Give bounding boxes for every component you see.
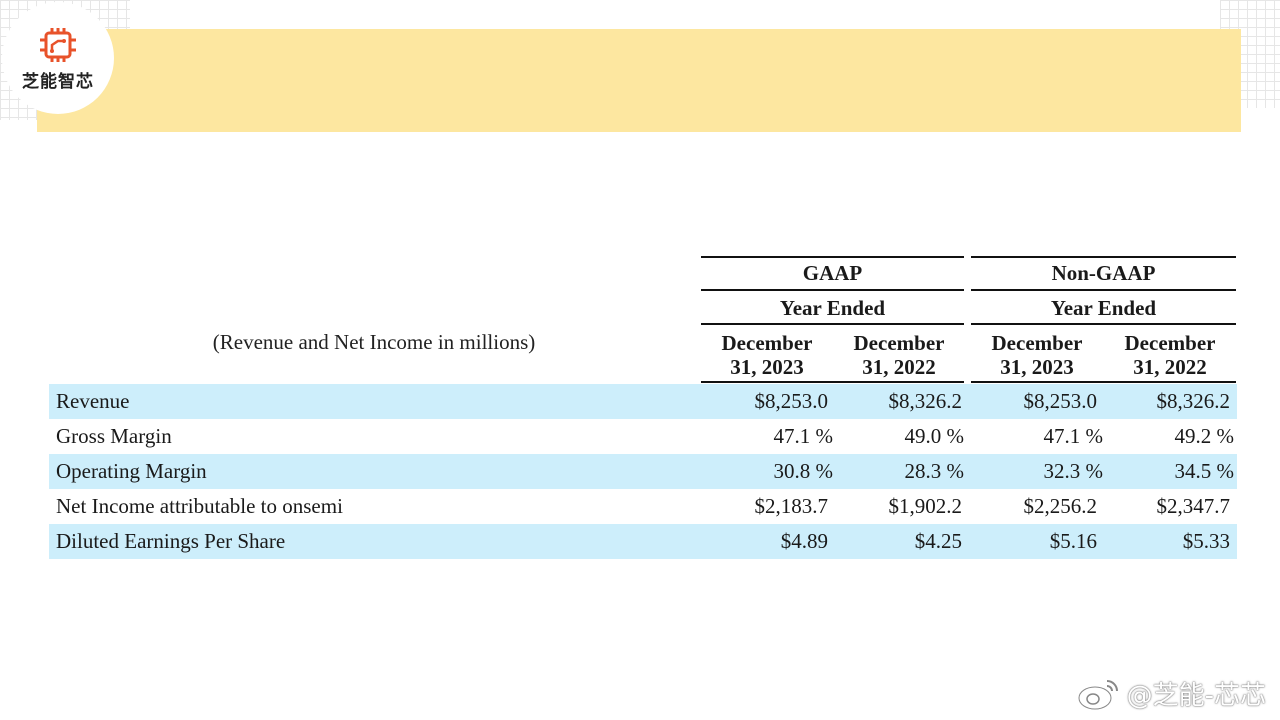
- cell-gaap-2023: 30.8 %: [773, 459, 834, 483]
- rule-sub-gaap: [701, 323, 964, 325]
- table-row: Revenue $8,253.0 $8,326.2 $8,253.0 $8,32…: [49, 384, 1237, 419]
- table-row: Operating Margin 30.8 % 28.3 % 32.3 % 34…: [49, 454, 1237, 489]
- title-banner: [37, 29, 1241, 132]
- column-header-gaap-2022: December 31, 2022: [833, 331, 965, 379]
- group-title-nongaap: Non-GAAP: [1051, 261, 1156, 285]
- row-label: Revenue: [56, 389, 130, 413]
- row-label: Net Income attributable to onsemi: [56, 494, 343, 518]
- group-title-gaap: GAAP: [802, 261, 863, 285]
- column-header-nongaap-2022: December 31, 2022: [1103, 331, 1237, 379]
- group-subtitle-nongaap: Year Ended: [1050, 296, 1157, 320]
- column-header-gaap-2023: December 31, 2023: [701, 331, 833, 379]
- watermark: @芝能-芯芯: [1077, 675, 1266, 712]
- cell-nongaap-2022: 34.5 %: [1174, 459, 1235, 483]
- column-header-line1: December: [721, 331, 813, 355]
- rule-sub-nongaap: [971, 323, 1236, 325]
- cell-nongaap-2023: $5.16: [1049, 529, 1097, 553]
- column-header-line2: 31, 2022: [862, 355, 936, 379]
- cell-nongaap-2022: $2,347.7: [1156, 494, 1231, 518]
- cell-nongaap-2023: $8,253.0: [1023, 389, 1098, 413]
- column-header-line1: December: [991, 331, 1083, 355]
- rule-mid-gaap: [701, 289, 964, 291]
- table-row: Net Income attributable to onsemi $2,183…: [49, 489, 1237, 524]
- chip-icon: [40, 27, 76, 62]
- rule-top-nongaap: [971, 256, 1236, 258]
- row-label: Operating Margin: [56, 459, 207, 483]
- cell-nongaap-2022: $5.33: [1182, 529, 1230, 553]
- cell-gaap-2023: 47.1 %: [773, 424, 834, 448]
- column-header-line1: December: [1124, 331, 1216, 355]
- column-header-line2: 31, 2023: [1000, 355, 1074, 379]
- column-header-line2: 31, 2022: [1133, 355, 1207, 379]
- cell-gaap-2022: $8,326.2: [888, 389, 963, 413]
- cell-nongaap-2022: $8,326.2: [1156, 389, 1231, 413]
- table-row: Diluted Earnings Per Share $4.89 $4.25 $…: [49, 524, 1237, 559]
- logo-text: 芝能智芯: [22, 71, 94, 92]
- cell-nongaap-2023: 32.3 %: [1043, 459, 1104, 483]
- table-row: Gross Margin 47.1 % 49.0 % 47.1 % 49.2 %: [49, 419, 1237, 454]
- column-header-nongaap-2023: December 31, 2023: [971, 331, 1103, 379]
- watermark-text: @芝能-芯芯: [1126, 681, 1266, 711]
- cell-nongaap-2022: 49.2 %: [1174, 424, 1235, 448]
- cell-gaap-2022: 28.3 %: [904, 459, 965, 483]
- cell-gaap-2023: $2,183.7: [754, 494, 829, 518]
- cell-nongaap-2023: $2,256.2: [1023, 494, 1098, 518]
- rule-top-gaap: [701, 256, 964, 258]
- rule-mid-nongaap: [971, 289, 1236, 291]
- rule-bottom-gaap: [701, 381, 964, 383]
- cell-nongaap-2023: 47.1 %: [1043, 424, 1104, 448]
- row-label: Diluted Earnings Per Share: [56, 529, 286, 553]
- table-caption: (Revenue and Net Income in millions): [212, 330, 536, 354]
- group-subtitle-gaap: Year Ended: [779, 296, 886, 320]
- rule-bottom-nongaap: [971, 381, 1236, 383]
- cell-gaap-2022: $1,902.2: [888, 494, 963, 518]
- cell-gaap-2023: $8,253.0: [754, 389, 829, 413]
- cell-gaap-2022: $4.25: [914, 529, 962, 553]
- brand-logo: 芝能智芯: [2, 2, 114, 114]
- column-header-line1: December: [853, 331, 945, 355]
- weibo-icon: [1077, 679, 1118, 710]
- column-header-line2: 31, 2023: [730, 355, 804, 379]
- cell-gaap-2023: $4.89: [780, 529, 828, 553]
- cell-gaap-2022: 49.0 %: [904, 424, 965, 448]
- row-label: Gross Margin: [56, 424, 172, 448]
